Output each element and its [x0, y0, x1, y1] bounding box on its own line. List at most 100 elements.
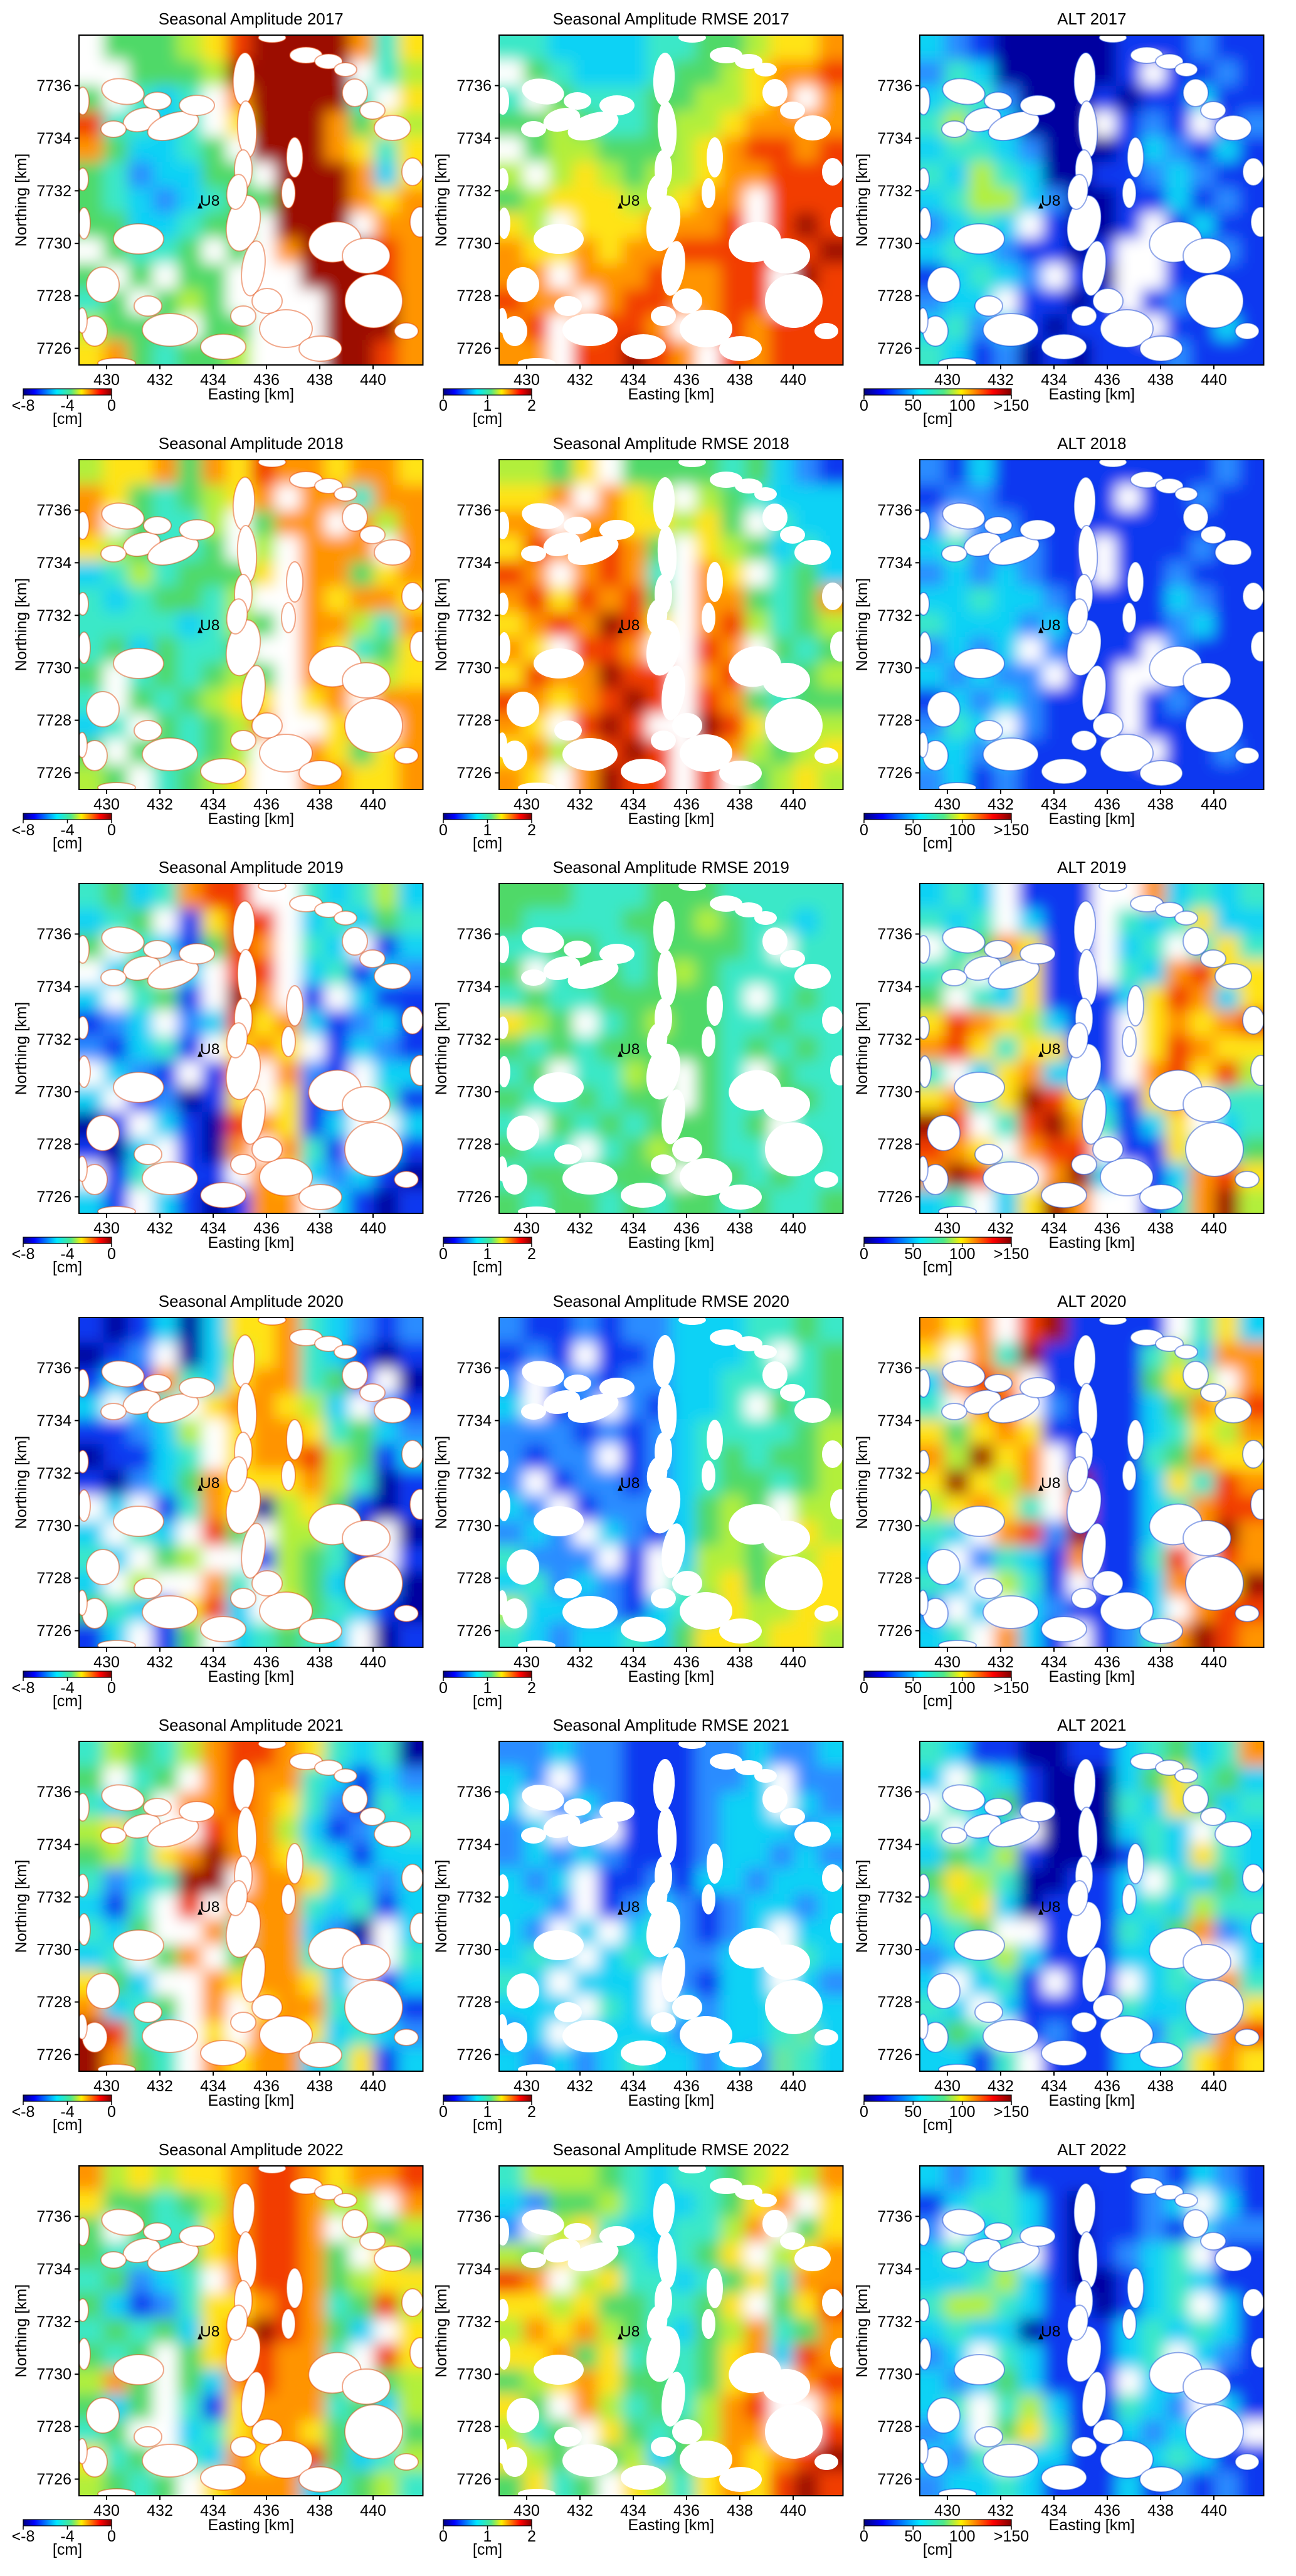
svg-text:Northing [km]: Northing [km] [433, 2284, 450, 2378]
svg-text:7736: 7736 [36, 502, 71, 519]
svg-text:Northing [km]: Northing [km] [13, 1860, 30, 1953]
svg-text:440: 440 [360, 2502, 386, 2520]
svg-text:7730: 7730 [456, 1518, 492, 1535]
svg-text:1: 1 [483, 2528, 492, 2545]
svg-text:[cm]: [cm] [473, 1692, 502, 1710]
svg-text:430: 430 [514, 371, 540, 389]
svg-text:U8: U8 [200, 2323, 219, 2340]
svg-text:434: 434 [1041, 2077, 1067, 2095]
svg-text:7726: 7726 [456, 340, 492, 357]
svg-text:7728: 7728 [877, 1136, 912, 1153]
svg-text:ALT 2018: ALT 2018 [1057, 434, 1126, 453]
svg-text:1: 1 [483, 2103, 492, 2121]
svg-text:434: 434 [1041, 1654, 1067, 1671]
svg-text:7730: 7730 [877, 1941, 912, 1959]
svg-text:440: 440 [1201, 1654, 1227, 1671]
svg-text:7734: 7734 [456, 2261, 492, 2278]
svg-text:7732: 7732 [877, 607, 912, 625]
svg-text:7726: 7726 [877, 340, 912, 357]
svg-text:Easting [km]: Easting [km] [628, 2516, 714, 2534]
svg-text:7734: 7734 [36, 130, 71, 147]
svg-text:ALT 2020: ALT 2020 [1057, 1292, 1126, 1311]
svg-text:438: 438 [727, 2077, 753, 2095]
svg-text:7730: 7730 [456, 2366, 492, 2383]
svg-text:440: 440 [360, 796, 386, 813]
svg-text:U8: U8 [620, 2323, 640, 2340]
svg-text:432: 432 [988, 2077, 1014, 2095]
svg-text:7732: 7732 [456, 2313, 492, 2331]
svg-text:Northing [km]: Northing [km] [853, 578, 871, 672]
svg-text:7736: 7736 [456, 2208, 492, 2225]
svg-text:7732: 7732 [456, 1465, 492, 1482]
svg-text:432: 432 [147, 1220, 173, 1237]
svg-text:430: 430 [514, 1220, 540, 1237]
svg-text:U8: U8 [1041, 617, 1060, 634]
svg-text:[cm]: [cm] [923, 1692, 952, 1710]
svg-text:7732: 7732 [36, 2313, 71, 2331]
svg-text:430: 430 [514, 1654, 540, 1671]
svg-text:0: 0 [439, 821, 448, 839]
svg-text:7736: 7736 [456, 1783, 492, 1801]
svg-text:U8: U8 [620, 193, 640, 209]
svg-text:Easting [km]: Easting [km] [628, 1234, 714, 1252]
svg-text:438: 438 [307, 1220, 333, 1237]
svg-text:[cm]: [cm] [923, 1259, 952, 1276]
svg-text:7732: 7732 [36, 607, 71, 625]
svg-text:U8: U8 [1041, 1475, 1060, 1492]
svg-text:U8: U8 [200, 1475, 219, 1492]
svg-text:432: 432 [147, 796, 173, 813]
svg-text:7734: 7734 [877, 978, 912, 996]
svg-text:7726: 7726 [36, 764, 71, 782]
svg-text:7730: 7730 [877, 1518, 912, 1535]
svg-text:7734: 7734 [456, 130, 492, 147]
svg-text:438: 438 [307, 2077, 333, 2095]
svg-text:Northing [km]: Northing [km] [433, 1002, 450, 1095]
svg-text:-4: -4 [60, 1679, 74, 1697]
svg-text:7728: 7728 [36, 1993, 71, 2011]
svg-text:436: 436 [253, 2077, 280, 2095]
svg-text:7736: 7736 [877, 502, 912, 519]
svg-text:7730: 7730 [456, 1941, 492, 1959]
svg-text:7732: 7732 [456, 1889, 492, 1906]
svg-text:7736: 7736 [36, 2208, 71, 2225]
svg-text:Easting [km]: Easting [km] [628, 386, 714, 403]
svg-text:2: 2 [527, 821, 536, 839]
svg-text:Seasonal Amplitude RMSE 2022: Seasonal Amplitude RMSE 2022 [553, 2140, 789, 2159]
svg-text:[cm]: [cm] [53, 1259, 82, 1276]
svg-text:[cm]: [cm] [53, 410, 82, 428]
svg-text:7732: 7732 [456, 1031, 492, 1048]
svg-text:100: 100 [949, 2103, 976, 2121]
svg-text:Seasonal Amplitude RMSE 2019: Seasonal Amplitude RMSE 2019 [553, 858, 789, 877]
svg-text:432: 432 [988, 796, 1014, 813]
svg-text:7734: 7734 [877, 554, 912, 572]
svg-text:Northing [km]: Northing [km] [853, 154, 871, 247]
svg-text:>150: >150 [994, 2103, 1029, 2121]
svg-text:0: 0 [439, 1245, 448, 1263]
svg-text:7728: 7728 [456, 1570, 492, 1587]
svg-text:Seasonal Amplitude 2017: Seasonal Amplitude 2017 [159, 9, 344, 28]
svg-text:Seasonal Amplitude 2021: Seasonal Amplitude 2021 [159, 1716, 344, 1734]
svg-text:U8: U8 [620, 1475, 640, 1492]
svg-text:440: 440 [780, 1220, 806, 1237]
svg-text:100: 100 [949, 1245, 976, 1263]
svg-text:7734: 7734 [877, 130, 912, 147]
svg-text:432: 432 [147, 371, 173, 389]
svg-text:432: 432 [567, 2502, 593, 2520]
svg-text:Seasonal Amplitude RMSE 2018: Seasonal Amplitude RMSE 2018 [553, 434, 789, 453]
svg-text:Northing [km]: Northing [km] [13, 1002, 30, 1095]
svg-text:7736: 7736 [877, 1359, 912, 1377]
svg-text:430: 430 [93, 1220, 120, 1237]
svg-text:7726: 7726 [456, 1188, 492, 1206]
svg-text:50: 50 [904, 1245, 922, 1263]
svg-text:438: 438 [727, 796, 753, 813]
svg-text:7730: 7730 [877, 1084, 912, 1101]
svg-text:2: 2 [527, 1245, 536, 1263]
svg-text:<-8: <-8 [12, 1245, 35, 1263]
svg-text:7736: 7736 [36, 1783, 71, 1801]
svg-text:-4: -4 [60, 821, 74, 839]
svg-text:430: 430 [934, 796, 961, 813]
svg-text:7730: 7730 [456, 1084, 492, 1101]
svg-text:440: 440 [1201, 371, 1227, 389]
svg-text:>150: >150 [994, 397, 1029, 414]
svg-text:430: 430 [93, 2077, 120, 2095]
